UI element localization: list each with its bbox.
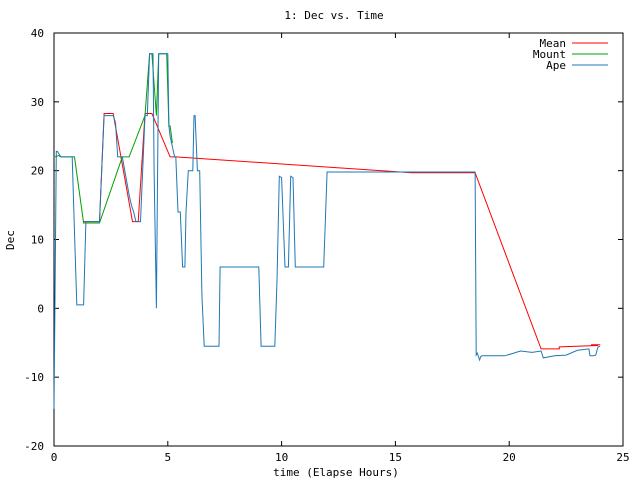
y-tick-label: -10: [24, 371, 44, 384]
legend-label: Ape: [546, 59, 566, 72]
y-axis-ticks: -20 -10 0 10 20 30 40: [24, 27, 623, 453]
y-tick-label: -20: [24, 440, 44, 453]
y-tick-label: 10: [31, 234, 44, 247]
x-tick-label: 0: [51, 451, 58, 464]
x-tick-label: 15: [389, 451, 402, 464]
series-line-ape: [53, 53, 601, 409]
x-axis-label: time (Elapse Hours): [273, 466, 399, 479]
y-tick-label: 40: [31, 27, 44, 40]
x-tick-label: 20: [503, 451, 516, 464]
x-tick-label: 10: [275, 451, 288, 464]
y-tick-label: 0: [37, 302, 44, 315]
legend-label: Mount: [533, 48, 566, 61]
x-tick-label: 25: [616, 451, 629, 464]
x-axis-ticks: 0 5 10 15 20 25: [51, 33, 630, 464]
chart-title: 1: Dec vs. Time: [284, 9, 383, 22]
plot-frame: [53, 32, 624, 447]
legend-label: Mean: [540, 37, 567, 50]
y-tick-label: 30: [31, 96, 44, 109]
series-lines: [53, 53, 601, 409]
series-line-mean: [83, 113, 601, 350]
x-tick-label: 5: [164, 451, 171, 464]
y-tick-label: 20: [31, 165, 44, 178]
y-axis-label: Dec: [4, 230, 17, 250]
